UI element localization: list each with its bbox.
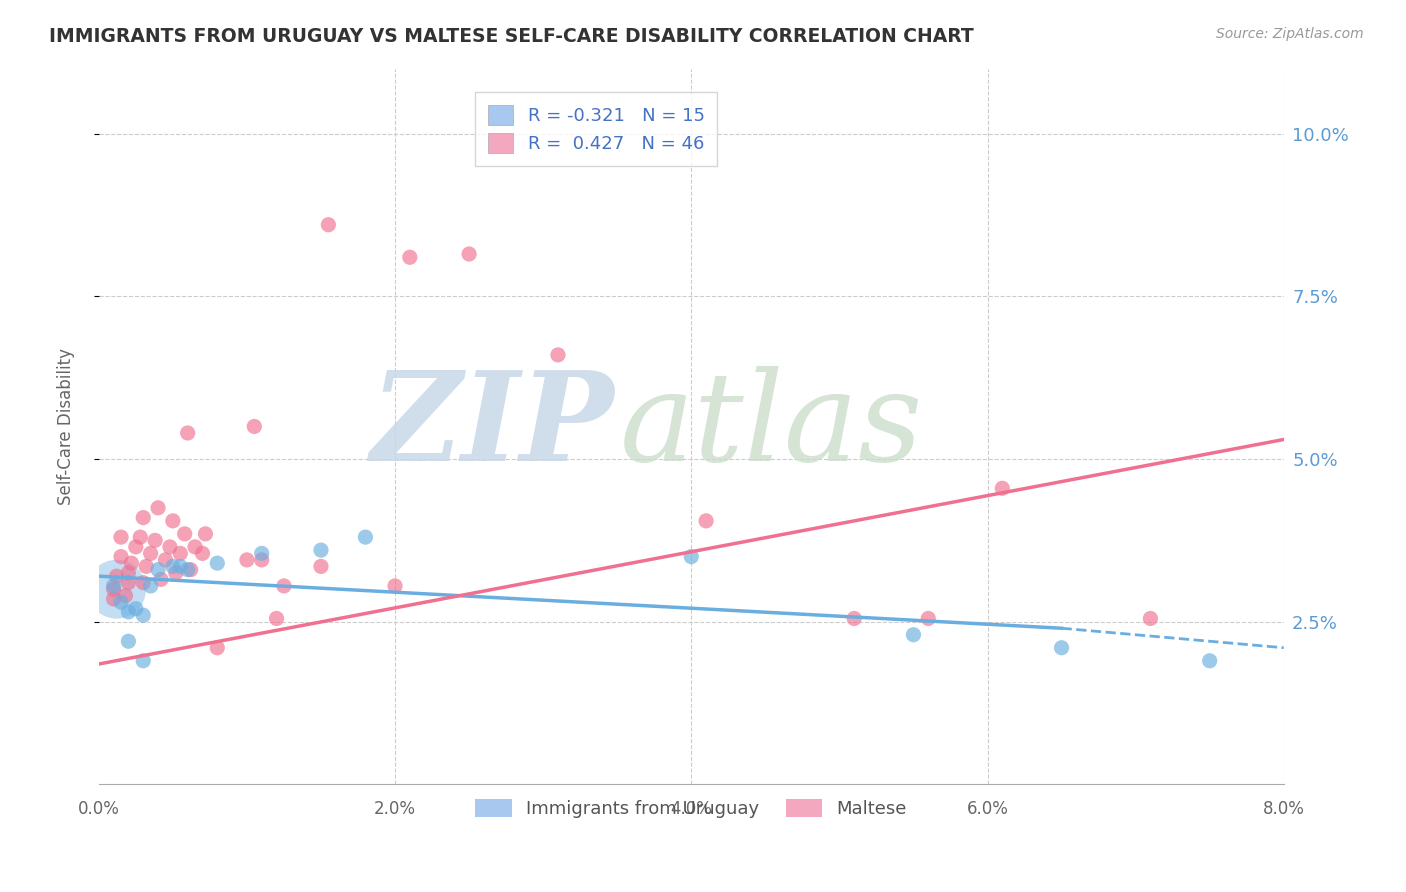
Point xyxy=(125,601,148,615)
Point xyxy=(114,589,136,603)
Point xyxy=(105,582,128,597)
Point xyxy=(169,546,191,560)
Point xyxy=(176,425,198,440)
Point xyxy=(132,575,155,590)
Point xyxy=(155,553,177,567)
Point xyxy=(110,530,132,544)
Point xyxy=(132,654,155,668)
Point xyxy=(117,575,139,590)
Point xyxy=(117,634,139,648)
Point xyxy=(184,540,207,554)
Point xyxy=(250,553,273,567)
Point xyxy=(139,546,162,560)
Point xyxy=(117,566,139,580)
Text: IMMIGRANTS FROM URUGUAY VS MALTESE SELF-CARE DISABILITY CORRELATION CHART: IMMIGRANTS FROM URUGUAY VS MALTESE SELF-… xyxy=(49,27,974,45)
Point xyxy=(176,563,198,577)
Point xyxy=(194,526,217,541)
Point xyxy=(110,549,132,564)
Point xyxy=(165,566,187,580)
Point xyxy=(110,595,132,609)
Point xyxy=(681,549,703,564)
Point xyxy=(991,481,1014,495)
Point xyxy=(917,611,939,625)
Point xyxy=(173,526,195,541)
Text: Source: ZipAtlas.com: Source: ZipAtlas.com xyxy=(1216,27,1364,41)
Point xyxy=(143,533,166,548)
Point xyxy=(318,218,340,232)
Point xyxy=(125,540,148,554)
Point xyxy=(129,530,152,544)
Point xyxy=(120,556,142,570)
Point xyxy=(354,530,377,544)
Point xyxy=(266,611,288,625)
Point xyxy=(139,579,162,593)
Point xyxy=(309,559,332,574)
Point xyxy=(1139,611,1161,625)
Point xyxy=(1050,640,1073,655)
Point xyxy=(103,591,125,606)
Point xyxy=(159,540,181,554)
Text: atlas: atlas xyxy=(620,366,924,487)
Point xyxy=(162,514,184,528)
Y-axis label: Self-Care Disability: Self-Care Disability xyxy=(58,348,75,505)
Point xyxy=(169,559,191,574)
Point xyxy=(135,559,157,574)
Point xyxy=(458,247,481,261)
Text: ZIP: ZIP xyxy=(371,366,614,487)
Point xyxy=(132,510,155,524)
Point xyxy=(547,348,569,362)
Point xyxy=(180,563,202,577)
Point xyxy=(236,553,259,567)
Point xyxy=(150,573,173,587)
Point xyxy=(103,582,125,597)
Point xyxy=(117,605,139,619)
Point xyxy=(146,500,169,515)
Point xyxy=(132,608,155,623)
Point xyxy=(207,640,229,655)
Point xyxy=(309,543,332,558)
Point xyxy=(844,611,866,625)
Point xyxy=(103,579,125,593)
Point xyxy=(1198,654,1220,668)
Point xyxy=(903,628,925,642)
Point xyxy=(105,569,128,583)
Point xyxy=(695,514,717,528)
Point xyxy=(250,546,273,560)
Point xyxy=(384,579,406,593)
Point xyxy=(146,563,169,577)
Point xyxy=(191,546,214,560)
Legend: Immigrants from Uruguay, Maltese: Immigrants from Uruguay, Maltese xyxy=(468,792,914,825)
Point xyxy=(243,419,266,434)
Point xyxy=(207,556,229,570)
Point xyxy=(273,579,295,593)
Point xyxy=(398,250,420,264)
Point xyxy=(162,559,184,574)
